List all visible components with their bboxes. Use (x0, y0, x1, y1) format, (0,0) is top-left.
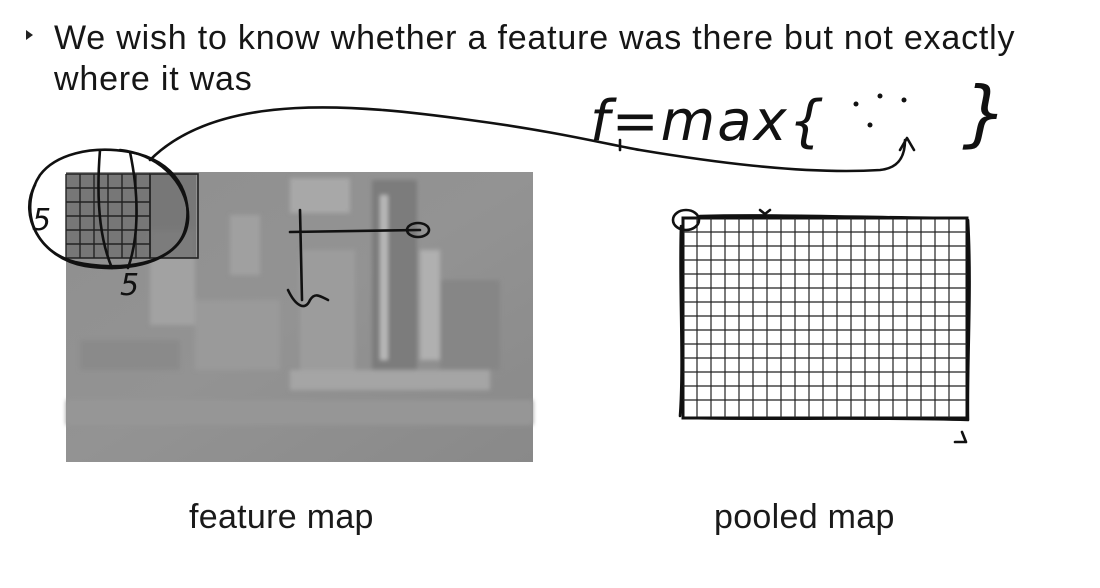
bullet-text: We wish to know whether a feature was th… (54, 19, 1016, 98)
max-formula: f=max{ (590, 89, 826, 154)
pooled-cell-circle (671, 208, 701, 232)
window-size-left: 5 (32, 203, 51, 238)
connector-curve (148, 106, 907, 173)
scan-arrow (286, 208, 422, 308)
pooled-map (671, 208, 971, 444)
window-size-bottom: 5 (120, 268, 139, 303)
feature-map (65, 172, 533, 462)
bullet-triangle-icon (26, 30, 33, 40)
pooled-map-caption: pooled map (714, 498, 895, 536)
feature-map-texture (66, 178, 533, 425)
formula-close-brace: } (962, 71, 1008, 155)
handwritten-annotations: 5 5 f=max{ } (28, 71, 1008, 308)
feature-map-caption: feature map (189, 498, 374, 536)
formula-dots (853, 93, 907, 128)
